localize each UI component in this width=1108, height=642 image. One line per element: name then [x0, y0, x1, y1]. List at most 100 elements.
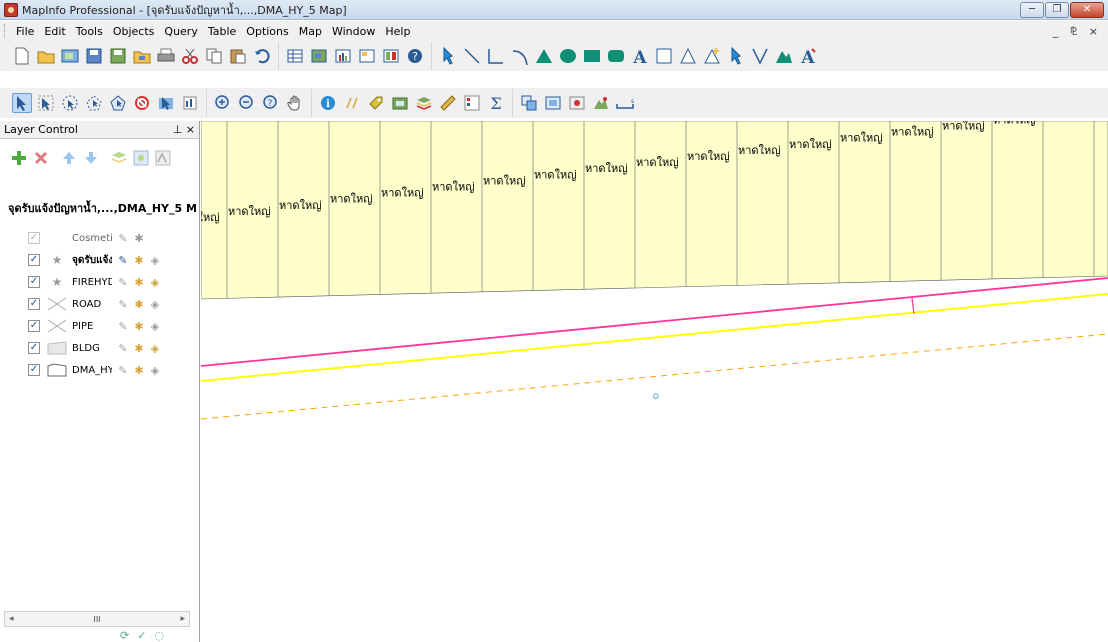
selectable-icon[interactable]: ✱	[134, 363, 144, 377]
scale-bar-icon[interactable]: s	[615, 93, 635, 113]
selectable-icon[interactable]: ✱	[134, 319, 144, 333]
editable-icon[interactable]: ✎	[118, 231, 128, 245]
3d-icon[interactable]	[591, 93, 611, 113]
layer-properties-icon[interactable]	[110, 149, 128, 167]
text-style-icon[interactable]: A	[798, 46, 818, 66]
map-window-icon[interactable]	[309, 46, 329, 66]
layout-icon[interactable]	[357, 46, 377, 66]
panel-pin-close-button[interactable]: ⊥ ×	[172, 123, 195, 136]
grabber-icon[interactable]	[285, 93, 305, 113]
refresh-icon[interactable]: ⟳	[120, 629, 130, 642]
layer-visible-checkbox[interactable]: ✓	[28, 320, 40, 332]
editable-icon[interactable]: ✎	[118, 341, 128, 355]
select-icon[interactable]	[12, 93, 32, 113]
move-layer-down-icon[interactable]	[82, 149, 100, 167]
menu-table[interactable]: Table	[207, 24, 237, 38]
label-tag-icon[interactable]: ◈	[150, 341, 160, 355]
symbol-style-icon[interactable]	[726, 46, 746, 66]
new-icon[interactable]	[12, 46, 32, 66]
clip-region-icon[interactable]	[519, 93, 539, 113]
layer-visible-checkbox[interactable]: ✓	[28, 342, 40, 354]
add-node-icon[interactable]	[702, 46, 722, 66]
layer-visible-checkbox[interactable]: ✓	[28, 232, 40, 244]
layer-visible-checkbox[interactable]: ✓	[28, 298, 40, 310]
save-copy-icon[interactable]	[108, 46, 128, 66]
graph-select-icon[interactable]	[180, 93, 200, 113]
polyline-icon[interactable]	[486, 46, 506, 66]
map-canvas[interactable]: หาดใหญ่หาดใหญ่หาดใหญ่หาดใหญ่หาดใหญ่หาดให…	[201, 121, 1108, 642]
selectable-icon[interactable]: ✱	[134, 253, 144, 267]
options-icon[interactable]: ◌	[154, 629, 165, 642]
graph-icon[interactable]	[333, 46, 353, 66]
layer-row-dma[interactable]: ✓ DMA_HY ✎ ✱ ◈	[0, 359, 199, 381]
polygon-icon[interactable]	[534, 46, 554, 66]
layer-row-bldg[interactable]: ✓ BLDG ✎ ✱ ◈	[0, 337, 199, 359]
selectable-icon[interactable]: ✱	[134, 341, 144, 355]
ruler-icon[interactable]	[438, 93, 458, 113]
region-style-icon[interactable]	[774, 46, 794, 66]
map-window[interactable]: หาดใหญ่หาดใหญ่หาดใหญ่หาดใหญ่หาดใหญ่หาดให…	[201, 121, 1108, 642]
radius-select-icon[interactable]	[60, 93, 80, 113]
zoom-out-icon[interactable]	[237, 93, 257, 113]
editable-icon[interactable]: ✎	[118, 363, 128, 377]
menu-help[interactable]: Help	[385, 24, 411, 38]
layer-row-road[interactable]: ✓ ROAD ✎ ✱ ◈	[0, 293, 199, 315]
layer-visible-checkbox[interactable]: ✓	[28, 254, 40, 266]
print-icon[interactable]	[156, 46, 176, 66]
editable-icon[interactable]: ✎	[118, 297, 128, 311]
menu-query[interactable]: Query	[164, 24, 198, 38]
hotlink-icon[interactable]	[342, 93, 362, 113]
label-tag-icon[interactable]: ◈	[150, 319, 160, 333]
editable-icon[interactable]: ✎	[118, 253, 128, 267]
mapinfo-app-icon[interactable]	[4, 2, 18, 17]
save-icon[interactable]	[84, 46, 104, 66]
move-layer-up-icon[interactable]	[60, 149, 78, 167]
layer-row-cosmetic[interactable]: ✓ Cosmetic ✎ ✱	[0, 227, 199, 249]
apply-icon[interactable]: ✓	[137, 629, 147, 642]
selectable-icon[interactable]: ✱	[134, 297, 144, 311]
pipe-line[interactable]	[201, 293, 1108, 382]
scroll-thumb[interactable]: III	[93, 614, 101, 624]
drag-map-icon[interactable]	[390, 93, 410, 113]
layer-labels-icon[interactable]	[154, 149, 172, 167]
text-icon[interactable]: A	[630, 46, 650, 66]
close-button[interactable]: ✕	[1070, 2, 1104, 18]
road-line[interactable]	[201, 277, 1108, 367]
unselect-all-icon[interactable]	[132, 93, 152, 113]
info-icon[interactable]: i	[318, 93, 338, 113]
paste-icon[interactable]	[228, 46, 248, 66]
scroll-right-icon[interactable]: ▸	[180, 614, 185, 624]
frame-icon[interactable]	[654, 46, 674, 66]
arc-icon[interactable]	[510, 46, 530, 66]
zoom-in-icon[interactable]	[213, 93, 233, 113]
label-tag-icon[interactable]: ◈	[150, 363, 160, 377]
menu-map[interactable]: Map	[298, 24, 322, 38]
line-icon[interactable]	[462, 46, 482, 66]
menu-window[interactable]: Window	[331, 24, 376, 38]
editable-icon[interactable]: ✎	[118, 275, 128, 289]
change-view-icon[interactable]: ?	[261, 93, 281, 113]
dma-zone-region[interactable]	[201, 121, 1108, 300]
redistrict-icon[interactable]	[381, 46, 401, 66]
set-target-icon[interactable]	[543, 93, 563, 113]
remove-layer-icon[interactable]	[32, 149, 50, 167]
ellipse-icon[interactable]	[558, 46, 578, 66]
layer-row-pipe[interactable]: ✓ PIPE ✎ ✱ ◈	[0, 315, 199, 337]
invert-selection-icon[interactable]	[156, 93, 176, 113]
label-tag-icon[interactable]: ◈	[150, 253, 160, 267]
label-tag-icon[interactable]: ◈	[150, 297, 160, 311]
browser-icon[interactable]	[285, 46, 305, 66]
dashed-pipe-line[interactable]	[201, 333, 1108, 420]
label-icon[interactable]	[366, 93, 386, 113]
line-style-icon[interactable]	[750, 46, 770, 66]
symbol-icon[interactable]	[438, 46, 458, 66]
legend-icon[interactable]	[462, 93, 482, 113]
layer-visible-checkbox[interactable]: ✓	[28, 364, 40, 376]
reshape-icon[interactable]	[678, 46, 698, 66]
layer-row-firehyd[interactable]: ✓ ★ FIREHYD ✎ ✱ ◈	[0, 271, 199, 293]
menu-file[interactable]: File	[16, 24, 35, 38]
open-workspace-icon[interactable]	[60, 46, 80, 66]
rectangle-icon[interactable]	[582, 46, 602, 66]
menu-edit[interactable]: Edit	[44, 24, 66, 38]
menu-objects[interactable]: Objects	[112, 24, 155, 38]
